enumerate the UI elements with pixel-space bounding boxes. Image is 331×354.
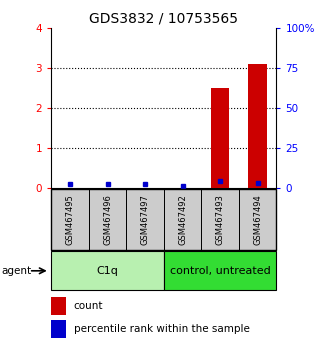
Bar — [51, 189, 89, 250]
Bar — [51, 251, 164, 290]
Text: count: count — [74, 301, 103, 311]
Text: C1q: C1q — [97, 266, 118, 276]
Bar — [89, 189, 126, 250]
Bar — [248, 64, 267, 188]
Title: GDS3832 / 10753565: GDS3832 / 10753565 — [89, 12, 238, 26]
Bar — [201, 189, 239, 250]
Text: GSM467496: GSM467496 — [103, 194, 112, 245]
Bar — [164, 189, 201, 250]
Bar — [164, 251, 276, 290]
Text: GSM467495: GSM467495 — [66, 194, 74, 245]
Text: percentile rank within the sample: percentile rank within the sample — [74, 324, 250, 334]
Text: agent: agent — [2, 266, 32, 276]
Text: control, untreated: control, untreated — [170, 266, 270, 276]
Bar — [51, 297, 66, 315]
Bar — [239, 189, 276, 250]
Text: GSM467492: GSM467492 — [178, 194, 187, 245]
Bar — [51, 320, 66, 338]
Text: GSM467493: GSM467493 — [215, 194, 225, 245]
Bar — [126, 189, 164, 250]
Text: GSM467494: GSM467494 — [253, 194, 262, 245]
Text: GSM467497: GSM467497 — [141, 194, 150, 245]
Bar — [211, 88, 229, 188]
